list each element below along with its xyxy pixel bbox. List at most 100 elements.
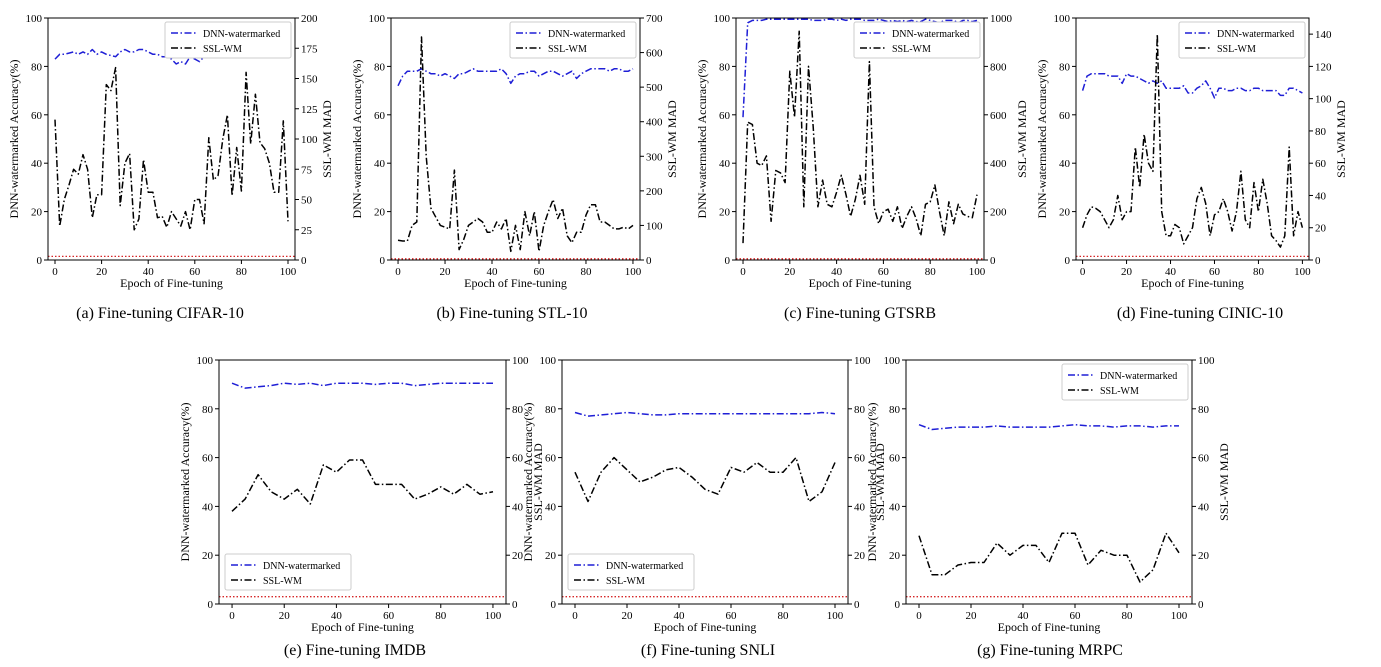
series-line-dnn-watermarked <box>1081 72 1303 99</box>
x-tick-label: 60 <box>533 266 545 278</box>
y-tick-label: 60 <box>374 110 386 122</box>
legend-label: DNN-watermarked <box>892 29 969 40</box>
plot-frame <box>390 17 641 261</box>
y2-tick-label: 600 <box>990 110 1007 122</box>
x-tick-label: 80 <box>1253 266 1265 278</box>
subfigure-caption: (d) Fine-tuning CINIC-10 <box>1117 305 1283 322</box>
x-tick-label: 40 <box>143 266 155 278</box>
y2-tick-label: 20 <box>1315 223 1327 235</box>
y-tick-label: 100 <box>540 355 557 367</box>
x-tick-label: 20 <box>622 610 634 622</box>
y2-tick-label: 40 <box>1315 190 1327 202</box>
y2-axis-label: SSL-WM MAD <box>665 100 679 178</box>
legend-label: SSL-WM <box>606 576 645 587</box>
y2-tick-label: 200 <box>646 186 663 198</box>
chart-d: 0 20 40 60 80 100 0 20 40 60 80 100 0 20 40 60 80 100 120 1… <box>1035 13 1348 322</box>
y2-tick-label: 400 <box>646 117 663 129</box>
y-axis-label: DNN-watermarked Accuracy(%) <box>521 403 535 562</box>
y2-tick-label: 100 <box>512 355 529 367</box>
y2-tick-label: 75 <box>301 164 313 176</box>
x-tick-label: 80 <box>580 266 592 278</box>
x-tick-label: 40 <box>674 610 686 622</box>
y-tick-label: 20 <box>889 550 901 562</box>
y-tick-label: 20 <box>31 207 43 219</box>
series-line-ssl-wm <box>1081 33 1304 248</box>
y2-tick-label: 20 <box>1198 550 1210 562</box>
series-line-dnn-watermarked <box>574 411 836 417</box>
y2-tick-label: 80 <box>1315 126 1327 138</box>
y2-tick-label: 300 <box>646 151 663 163</box>
y2-tick-label: 60 <box>512 453 524 465</box>
x-tick-label: 100 <box>1294 266 1311 278</box>
chart-c: 0 20 40 60 80 1000204060801000200400600800100… <box>695 13 1029 322</box>
y2-tick-label: 60 <box>854 453 866 465</box>
legend: DNN-watermarked SSL-WM <box>567 553 695 591</box>
subfigure-caption: (f) Fine-tuning SNLI <box>641 642 775 659</box>
x-tick-label: 60 <box>1070 610 1082 622</box>
subfigure-caption: (b) Fine-tuning STL-10 <box>436 305 587 322</box>
subfigure-caption: (a) Fine-tuning CIFAR-10 <box>76 305 244 322</box>
chart-f: 0 20 40 60 80 100 0 20 40 60 80 100 0 20 40 60 80 100 Epoc… <box>521 355 887 659</box>
y-tick-label: 0 <box>1065 255 1071 267</box>
y-tick-label: 0 <box>208 599 214 611</box>
series-line-ssl-wm <box>54 66 289 231</box>
legend-box <box>509 21 637 59</box>
x-tick-label: 0 <box>229 610 235 622</box>
y-tick-label: 0 <box>551 599 557 611</box>
x-tick-label: 20 <box>1121 266 1133 278</box>
y2-tick-label: 60 <box>1315 158 1327 170</box>
y-tick-label: 20 <box>202 550 214 562</box>
x-tick-label: 60 <box>1209 266 1221 278</box>
y-axis-label: DNN-watermarked Accuracy(%) <box>1035 60 1049 219</box>
legend-box <box>164 21 292 59</box>
y-tick-label: 40 <box>31 158 43 170</box>
x-tick-label: 100 <box>280 266 297 278</box>
y-tick-label: 20 <box>545 550 557 562</box>
y-tick-label: 40 <box>202 501 214 513</box>
y-tick-label: 100 <box>1054 13 1071 25</box>
y-axis-label: DNN-watermarked Accuracy(%) <box>178 403 192 562</box>
legend-label: SSL-WM <box>263 576 302 587</box>
x-tick-label: 0 <box>740 266 746 278</box>
x-tick-label: 40 <box>331 610 343 622</box>
x-tick-label: 60 <box>726 610 738 622</box>
y-tick-label: 0 <box>37 255 43 267</box>
series-line-ssl-wm <box>742 30 978 244</box>
y-tick-label: 0 <box>380 255 386 267</box>
subfigure-caption: (e) Fine-tuning IMDB <box>284 642 426 659</box>
x-tick-label: 0 <box>1080 266 1086 278</box>
chart-a: 0 20 40 60 80 100 0 20 40 60 80 100 0 25 50 75 100 125 150… <box>7 13 334 322</box>
x-axis-label: Epoch of Fine-tuning <box>998 620 1101 634</box>
legend: DNN-watermarked SSL-WM <box>224 553 352 591</box>
legend-label: SSL-WM <box>548 44 587 55</box>
x-tick-label: 0 <box>52 266 58 278</box>
legend: DNN-watermarked SSL-WM <box>1061 363 1189 401</box>
x-tick-label: 20 <box>966 610 978 622</box>
y-tick-label: 20 <box>1059 207 1071 219</box>
y-tick-label: 100 <box>884 355 901 367</box>
x-tick-label: 40 <box>1018 610 1030 622</box>
y2-axis-label: SSL-WM MAD <box>1217 443 1231 521</box>
x-tick-label: 100 <box>1171 610 1188 622</box>
legend-box <box>1061 363 1189 401</box>
y2-tick-label: 0 <box>301 255 307 267</box>
y-tick-label: 40 <box>1059 158 1071 170</box>
y-tick-label: 80 <box>889 404 901 416</box>
legend-label: DNN-watermarked <box>1217 29 1294 40</box>
plot-frame <box>1075 17 1310 261</box>
y-tick-label: 100 <box>714 13 731 25</box>
y-tick-label: 100 <box>197 355 214 367</box>
legend-label: SSL-WM <box>203 44 242 55</box>
x-axis-label: Epoch of Fine-tuning <box>1141 276 1244 290</box>
x-tick-label: 80 <box>435 610 447 622</box>
y-tick-label: 60 <box>889 453 901 465</box>
y2-tick-label: 100 <box>646 220 663 232</box>
legend-label: DNN-watermarked <box>1100 371 1177 382</box>
chart-e: 0 20 40 60 80 100 0 20 40 60 80 100 0 20 40 60 80 100 Epoc… <box>178 355 545 659</box>
series-line-ssl-wm <box>397 36 634 253</box>
legend-label: DNN-watermarked <box>548 29 625 40</box>
y2-tick-label: 25 <box>301 225 313 237</box>
x-tick-label: 20 <box>279 610 291 622</box>
y-tick-label: 60 <box>202 453 214 465</box>
